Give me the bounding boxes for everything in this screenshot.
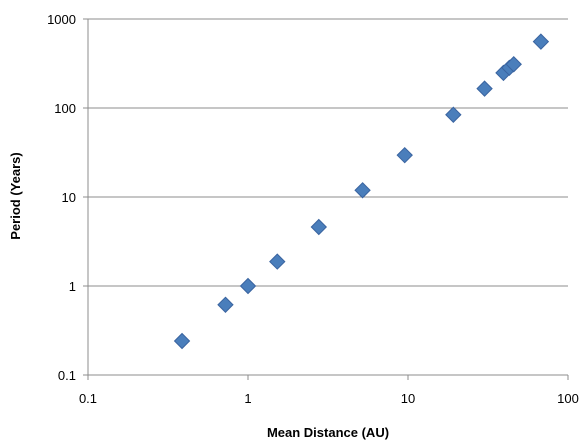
data-point [173,332,191,350]
x-axis-title: Mean Distance (AU) [267,425,389,440]
axes [83,18,569,380]
data-point [269,253,286,270]
x-tick-label: 0.1 [79,391,97,406]
data-point [476,80,493,97]
tick-labels: 0.1 1 10 100 1000 0.1 1 10 100 [47,12,579,406]
x-tick-label: 100 [557,391,579,406]
y-tick-label: 100 [54,101,76,116]
data-point [310,218,328,236]
x-tick-label: 10 [401,391,415,406]
y-tick-label: 0.1 [58,368,76,383]
data-point [217,296,234,313]
data-point [445,106,462,123]
data-points [173,33,550,350]
y-tick-label: 1000 [47,12,76,27]
y-tick-label: 10 [62,190,76,205]
data-point [354,182,371,199]
data-point [239,277,257,295]
y-tick-label: 1 [69,279,76,294]
x-tick-label: 1 [244,391,251,406]
data-point [505,56,522,73]
data-point [396,146,413,164]
y-axis-title: Period (Years) [8,152,23,239]
data-point [532,33,550,50]
